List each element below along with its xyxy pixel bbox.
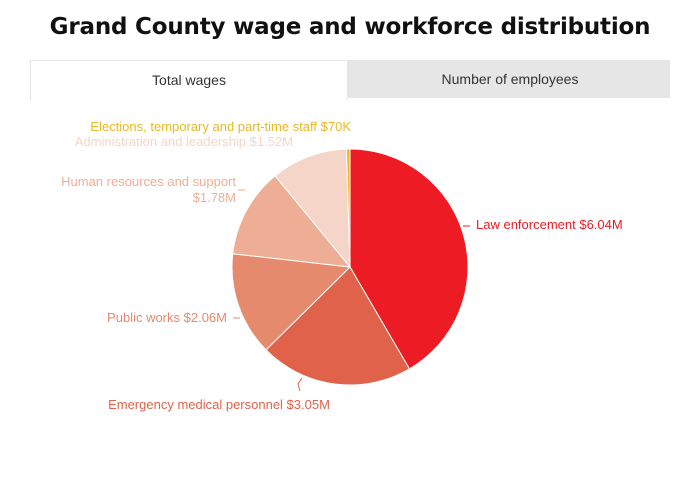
label-leader-line (297, 377, 303, 392)
tab-total-wages[interactable]: Total wages (30, 60, 348, 100)
slice-label: Elections, temporary and part-time staff… (90, 119, 351, 134)
pie-slice-elections-temporary-and-part-time-staff[interactable] (345, 148, 351, 268)
pie-slice-law-enforcement[interactable] (349, 148, 469, 370)
pie-slice-administration-and-leadership[interactable] (274, 148, 351, 269)
pie-slice-public-works[interactable] (231, 253, 352, 351)
slice-label: Emergency medical personnel $3.05M (108, 397, 330, 412)
pie-slice-human-resources-and-support[interactable] (232, 175, 352, 268)
tab-number-of-employees[interactable]: Number of employees (441, 71, 579, 87)
chart-title: Grand County wage and workforce distribu… (49, 14, 651, 40)
slice-label: Administration and leadership $1.52M (75, 134, 293, 149)
slice-label: Human resources and support (61, 174, 236, 189)
tab-bar: Total wages Number of employees (30, 60, 670, 100)
slice-label: $1.78M (193, 190, 236, 205)
slice-label: Public works $2.06M (107, 310, 227, 325)
pie-slice-emergency-medical-personnel[interactable] (265, 266, 411, 386)
slice-label: Law enforcement $6.04M (476, 217, 623, 232)
